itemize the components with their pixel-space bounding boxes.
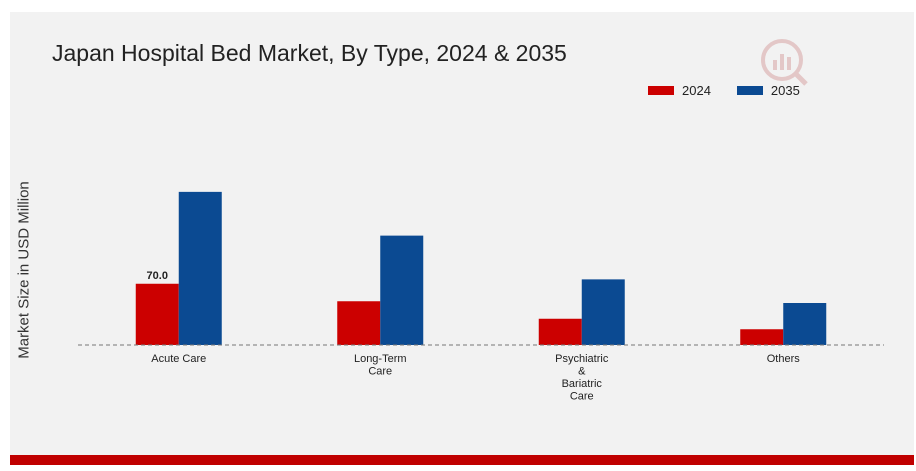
legend: 2024 2035 <box>648 83 826 98</box>
legend-label-2035: 2035 <box>770 83 800 98</box>
x-tick-label-2-line-2: Bariatric <box>562 378 603 390</box>
bar-2035-2 <box>581 279 625 345</box>
bar-2035-0 <box>178 191 222 345</box>
x-tick-label-2-line-3: Care <box>570 391 594 403</box>
bottom-accent-bar <box>10 455 914 465</box>
analytics-logo-icon <box>761 39 808 86</box>
x-tick-label-1-line-1: Care <box>368 366 392 378</box>
bar-2024-2 <box>538 318 582 345</box>
chart-card <box>10 12 914 455</box>
legend-item-2024: 2024 <box>648 83 711 98</box>
x-tick-label-1-line-0: Long-Term <box>354 353 407 365</box>
x-tick-label-0-line-0: Acute Care <box>151 353 206 365</box>
data-label-0: 70.0 <box>147 270 168 282</box>
bar-2035-1 <box>380 235 424 345</box>
bar-2024-1 <box>337 301 381 345</box>
bar-2024-3 <box>740 329 784 345</box>
bar-2024-0 <box>135 283 179 345</box>
x-tick-label-2-line-0: Psychiatric <box>555 353 609 365</box>
legend-swatch-2024 <box>648 86 674 95</box>
x-tick-label-2-line-1: & <box>578 366 586 378</box>
bar-2035-3 <box>783 303 827 345</box>
legend-item-2035: 2035 <box>736 83 800 98</box>
legend-label-2024: 2024 <box>682 83 711 98</box>
chart-title: Japan Hospital Bed Market, By Type, 2024… <box>52 40 567 66</box>
x-tick-label-3-line-0: Others <box>767 353 801 365</box>
legend-swatch-2035 <box>736 86 763 95</box>
